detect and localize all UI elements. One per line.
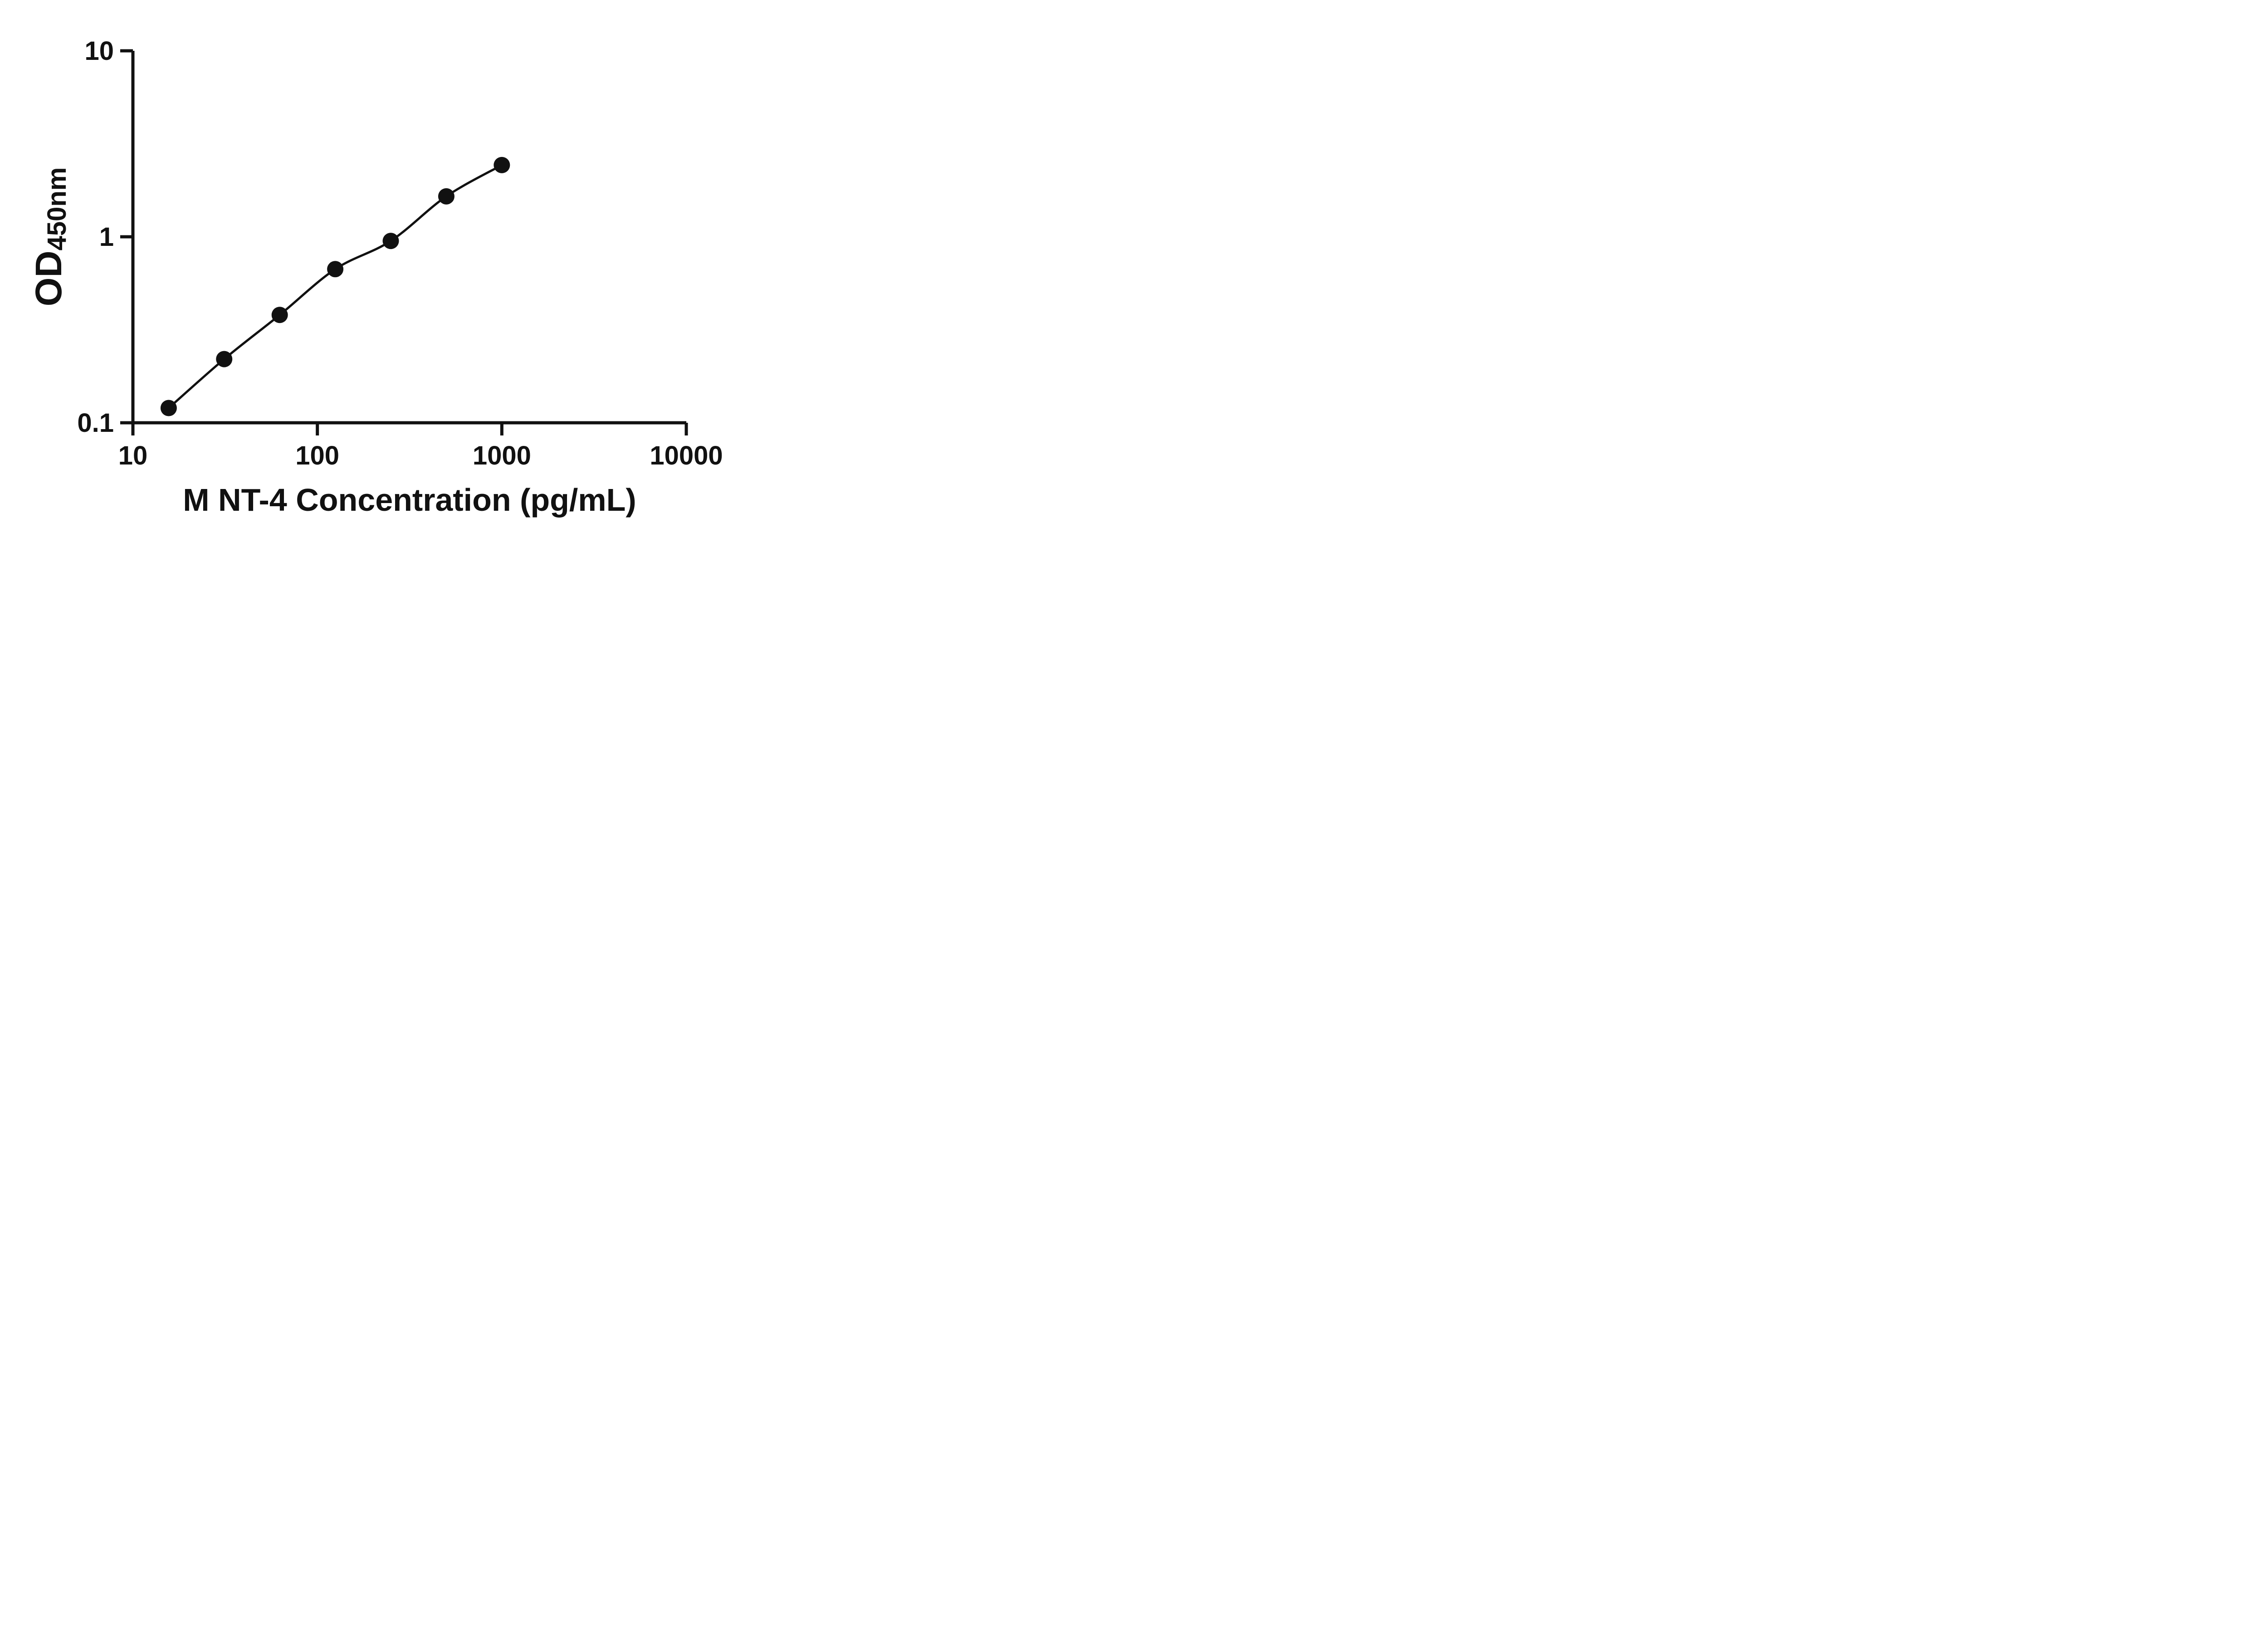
x-tick-label: 100 [295, 441, 339, 470]
y-axis-title-main: OD [28, 250, 69, 307]
data-point [271, 307, 288, 323]
y-tick-label: 10 [84, 36, 114, 66]
data-point [438, 188, 455, 205]
standard-curve-chart: 10 100 1000 10000 0.1 1 10 [77, 36, 723, 470]
elisa-standard-curve-page: 10 100 1000 10000 0.1 1 10 M NT-4 Concentratio… [0, 0, 761, 544]
data-point [216, 351, 233, 367]
x-tick-label: 10000 [650, 441, 723, 470]
y-axis-title-sub: 450nm [42, 167, 72, 251]
data-point [494, 156, 510, 173]
y-axis-title: OD450nm [28, 167, 72, 307]
data-point [327, 261, 344, 278]
x-axis-title: M NT-4 Concentration (pg/mL) [183, 482, 636, 518]
x-tick-label: 10 [118, 441, 148, 470]
y-tick-label: 1 [99, 222, 114, 252]
data-point [160, 400, 177, 416]
data-point [382, 233, 399, 249]
y-tick-label: 0.1 [77, 408, 114, 438]
x-tick-label: 1000 [473, 441, 531, 470]
